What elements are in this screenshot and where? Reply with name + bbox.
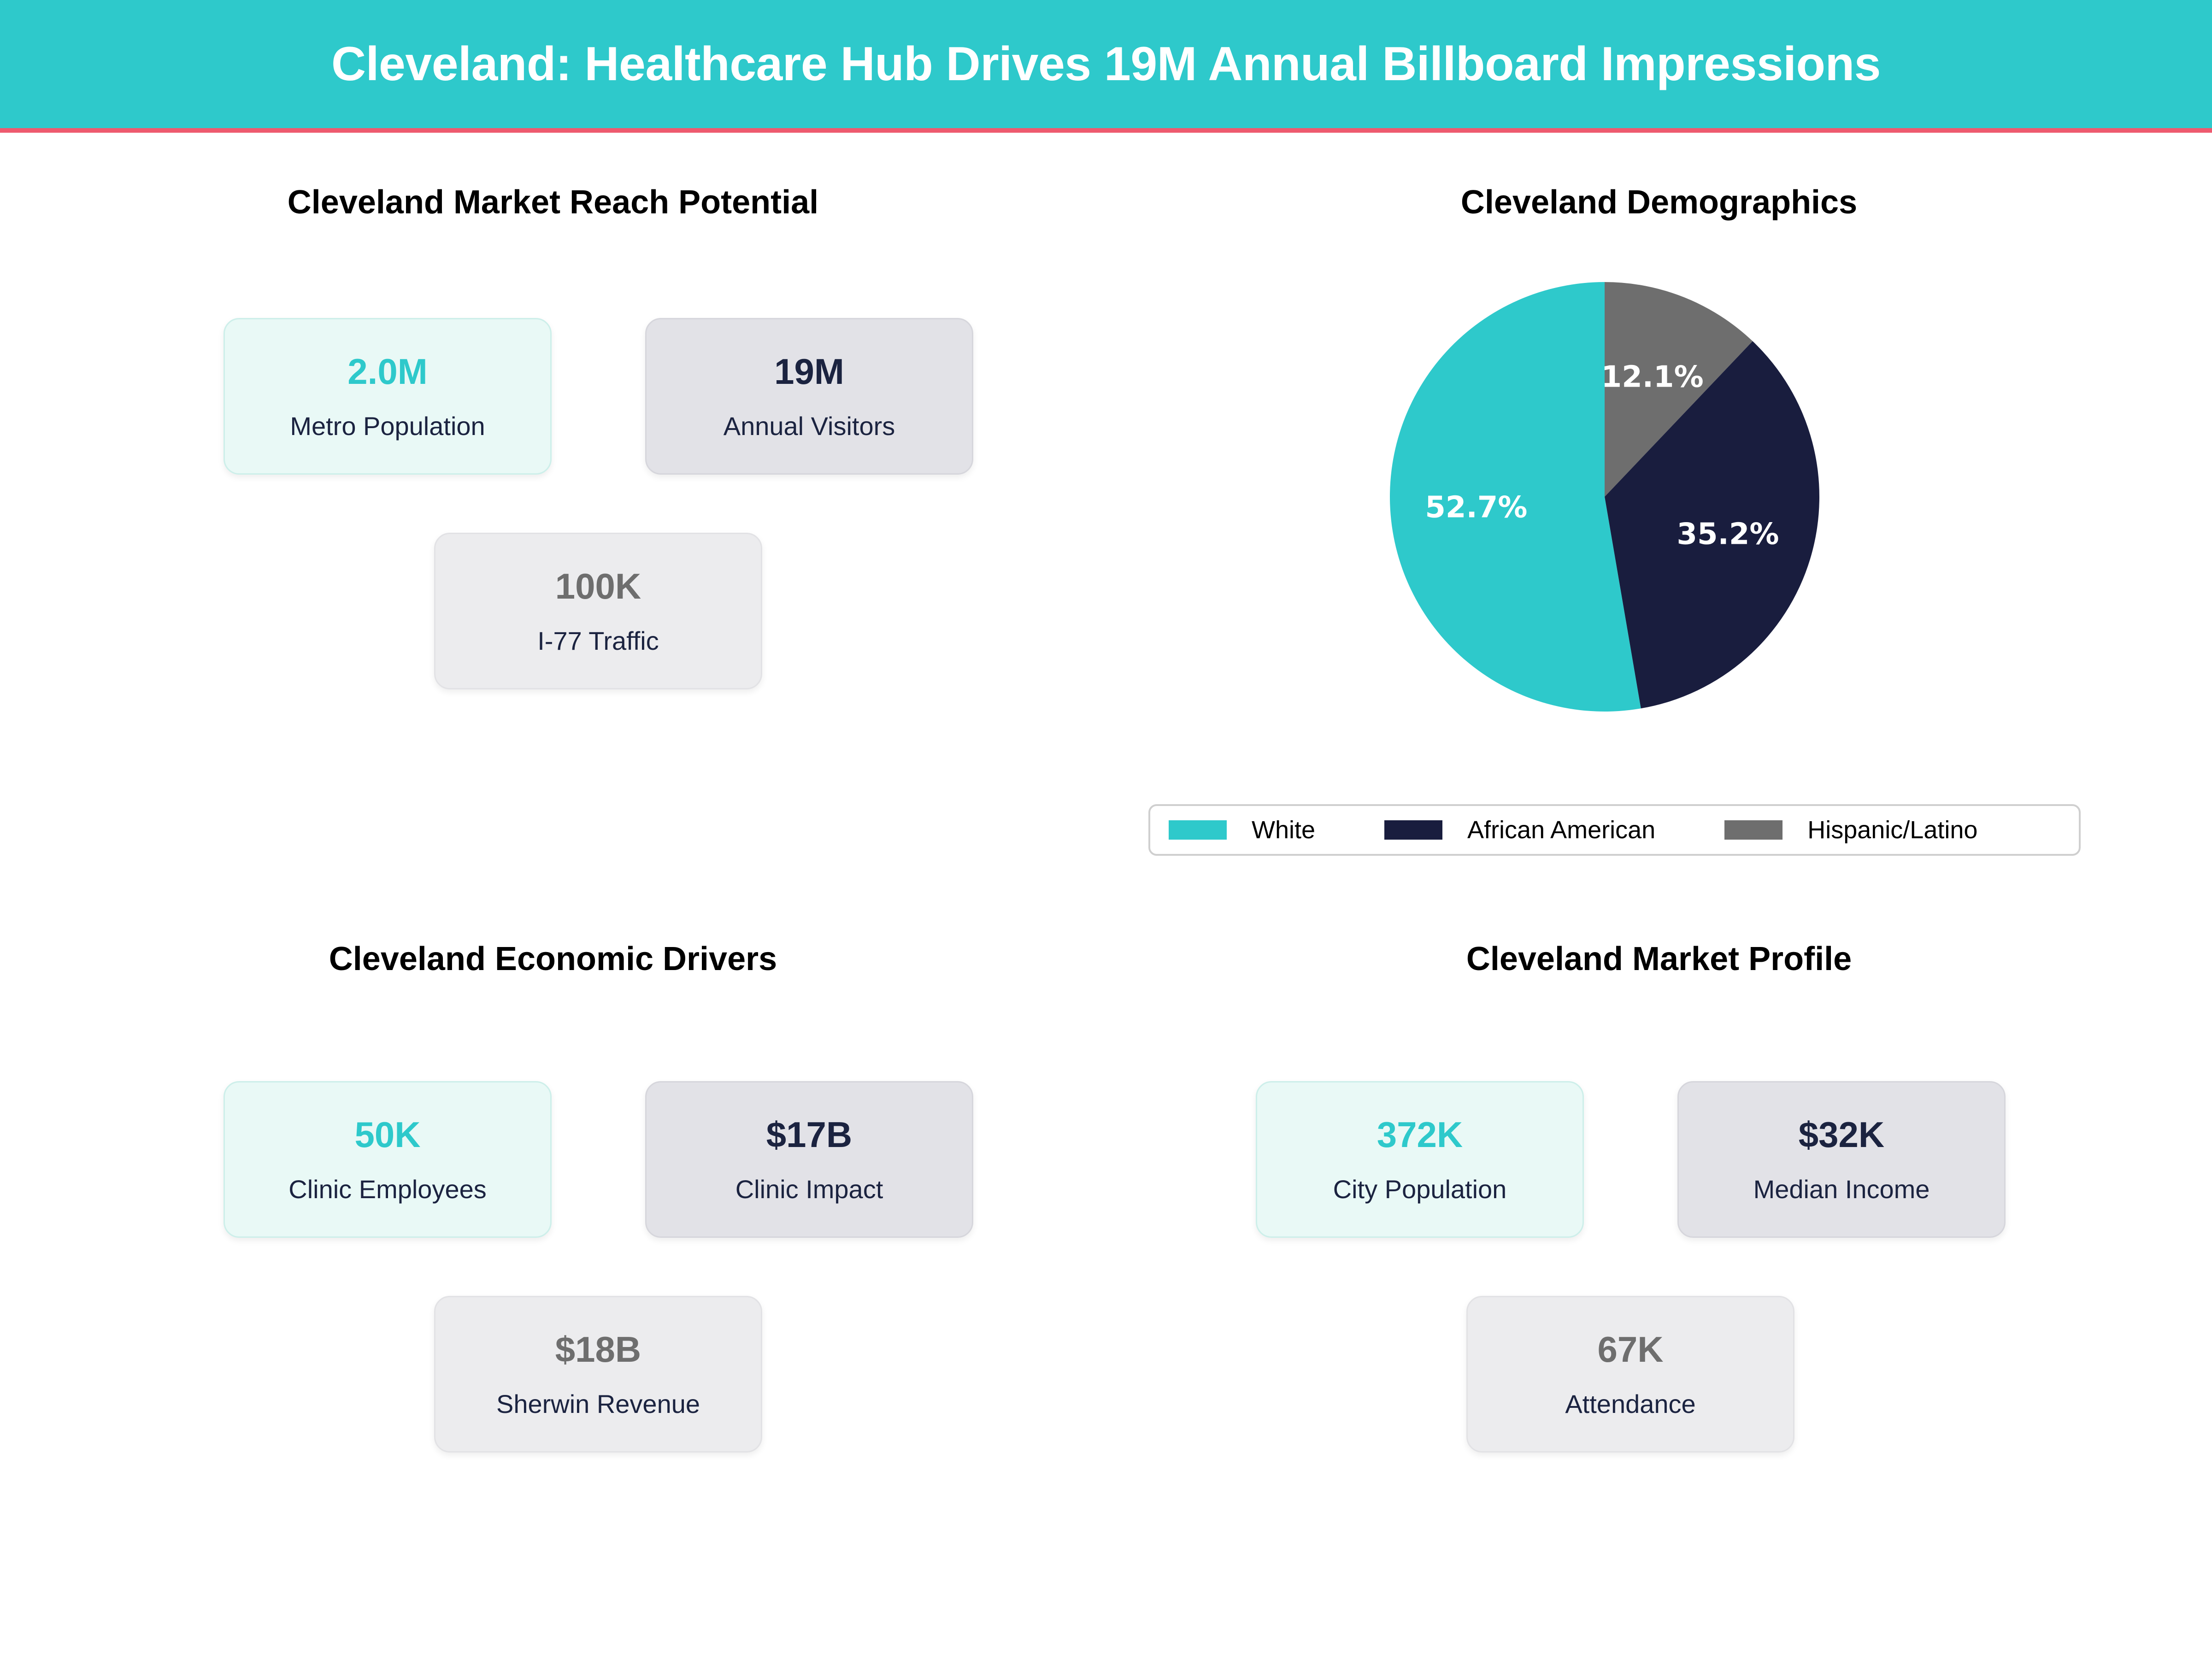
- pie-slice-value-label: 52.7%: [1425, 491, 1527, 525]
- pie-legend[interactable]: White African American Hispanic/Latino: [1148, 804, 2081, 856]
- kpi-label: Median Income: [1753, 1175, 1930, 1204]
- kpi-label: Clinic Employees: [288, 1175, 487, 1204]
- section-economic-drivers: Cleveland Economic Drivers 50K Clinic Em…: [0, 893, 1106, 1659]
- legend-label: Hispanic/Latino: [1807, 816, 1978, 844]
- kpi-card-sherwin-revenue[interactable]: $18B Sherwin Revenue: [434, 1296, 762, 1453]
- kpi-card-clinic-employees[interactable]: 50K Clinic Employees: [224, 1081, 552, 1238]
- kpi-card-clinic-impact[interactable]: $17B Clinic Impact: [645, 1081, 973, 1238]
- pie-slice[interactable]: [1605, 341, 1820, 709]
- kpi-label: Sherwin Revenue: [496, 1389, 700, 1418]
- kpi-card-metro-population[interactable]: 2.0M Metro Population: [224, 318, 552, 475]
- section-title-market-reach: Cleveland Market Reach Potential: [287, 184, 819, 221]
- kpi-card-city-population[interactable]: 372K City Population: [1256, 1081, 1584, 1238]
- legend-item-hispanic-latino[interactable]: Hispanic/Latino: [1724, 816, 1977, 844]
- kpi-value: $17B: [766, 1114, 853, 1155]
- pie-slice[interactable]: [1390, 282, 1641, 712]
- kpi-label: Clinic Impact: [735, 1175, 883, 1204]
- section-title-economic-drivers: Cleveland Economic Drivers: [329, 941, 777, 977]
- kpi-value: 50K: [354, 1114, 421, 1155]
- kpi-value: 100K: [555, 566, 641, 606]
- kpi-label: Metro Population: [290, 412, 485, 441]
- section-demographics: Cleveland Demographics 12.1% 35.2% 52.7% W…: [1106, 133, 2212, 893]
- header-banner: Cleveland: Healthcare Hub Drives 19M Ann…: [0, 0, 2212, 133]
- kpi-card-i77-traffic[interactable]: 100K I-77 Traffic: [434, 533, 762, 689]
- pie-slice-value-label: 35.2%: [1677, 517, 1779, 551]
- kpi-value: $32K: [1798, 1114, 1885, 1155]
- legend-label: White: [1252, 816, 1316, 844]
- legend-swatch-icon: [1169, 820, 1227, 840]
- pie-slice-value-label: 12.1%: [1601, 360, 1704, 394]
- section-market-reach: Cleveland Market Reach Potential 2.0M Me…: [0, 133, 1106, 893]
- kpi-card-annual-visitors[interactable]: 19M Annual Visitors: [645, 318, 973, 475]
- section-market-profile: Cleveland Market Profile 372K City Popul…: [1106, 893, 2212, 1659]
- legend-label: African American: [1467, 816, 1656, 844]
- pie-slice[interactable]: [1605, 282, 1753, 497]
- pie-svg: 12.1% 35.2% 52.7%: [1390, 282, 1820, 712]
- kpi-value: 67K: [1597, 1329, 1664, 1370]
- kpi-label: City Population: [1333, 1175, 1507, 1204]
- kpi-label: I-77 Traffic: [537, 626, 659, 655]
- kpi-value: 2.0M: [347, 351, 428, 392]
- legend-item-white[interactable]: White: [1169, 816, 1315, 844]
- kpi-card-median-income[interactable]: $32K Median Income: [1677, 1081, 2006, 1238]
- kpi-value: 19M: [774, 351, 844, 392]
- kpi-card-attendance[interactable]: 67K Attendance: [1466, 1296, 1794, 1453]
- kpi-label: Annual Visitors: [723, 412, 895, 441]
- section-title-demographics: Cleveland Demographics: [1460, 184, 1858, 221]
- pie-slices: [1390, 282, 1820, 712]
- kpi-value: $18B: [555, 1329, 641, 1370]
- kpi-value: 372K: [1377, 1114, 1463, 1155]
- legend-swatch-icon: [1384, 820, 1443, 840]
- kpi-label: Attendance: [1565, 1389, 1696, 1418]
- legend-swatch-icon: [1724, 820, 1783, 840]
- section-title-market-profile: Cleveland Market Profile: [1466, 941, 1852, 977]
- legend-item-african-american[interactable]: African American: [1384, 816, 1655, 844]
- pie-slice-labels: 12.1% 35.2% 52.7%: [1425, 360, 1779, 551]
- demographics-pie-chart[interactable]: 12.1% 35.2% 52.7%: [1388, 280, 1821, 713]
- page-title: Cleveland: Healthcare Hub Drives 19M Ann…: [331, 37, 1881, 91]
